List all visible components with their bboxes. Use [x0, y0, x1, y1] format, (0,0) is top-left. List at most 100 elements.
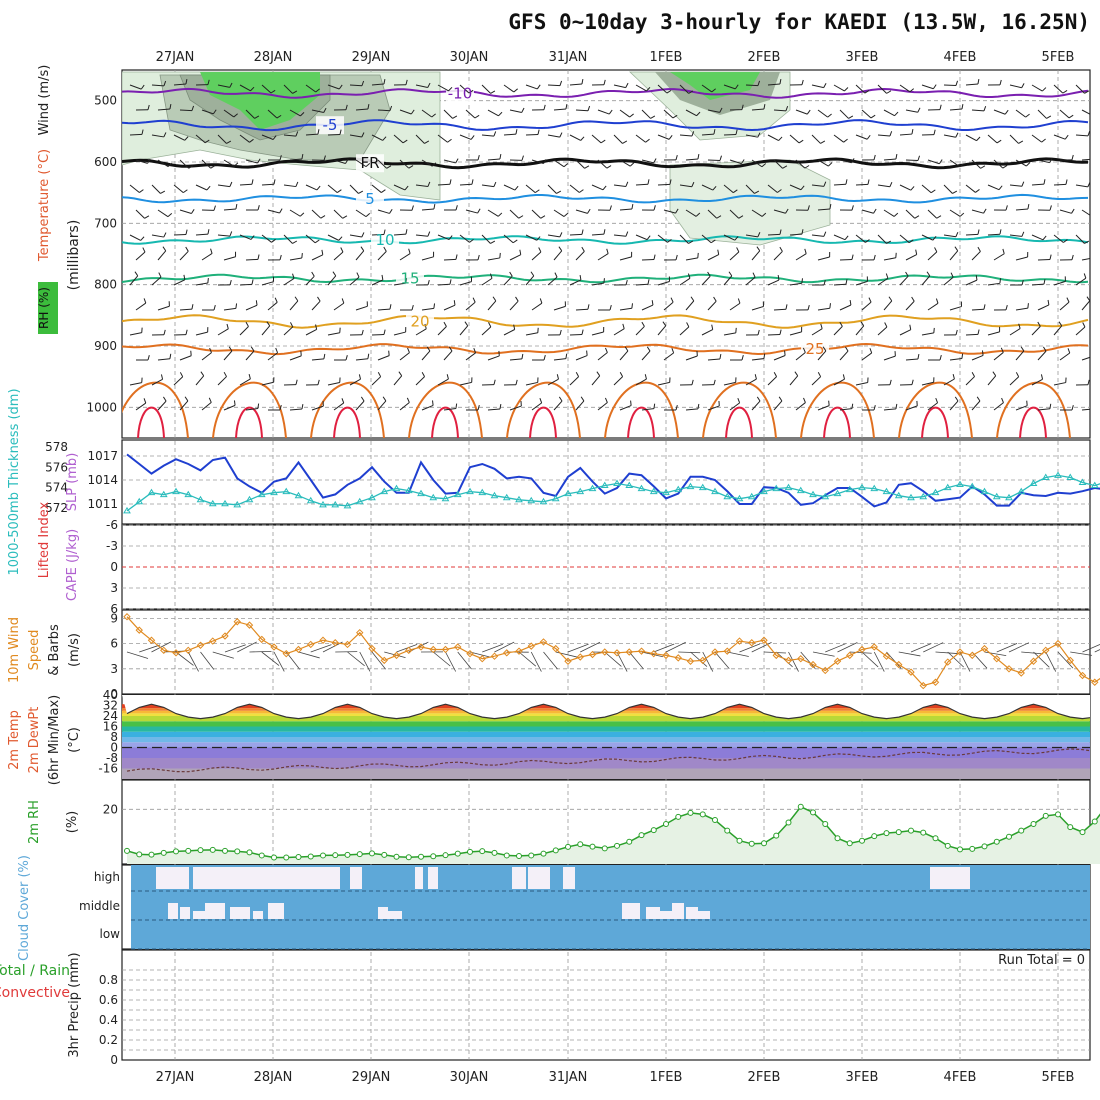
wind-barb [333, 159, 346, 164]
wind-barb [921, 332, 934, 336]
wind10m-barb [947, 651, 964, 668]
wind-barb-flag [563, 212, 569, 217]
rh-point [871, 833, 878, 840]
temp-mask [122, 695, 1090, 719]
wind-barb [481, 277, 493, 286]
wind10m-barb [237, 641, 257, 653]
isotherm-loop-hot [725, 406, 753, 438]
wind-barb [371, 184, 382, 193]
wind-barb [503, 329, 515, 336]
temp-tick-label: 32 [103, 699, 118, 713]
wind-barb [487, 355, 500, 361]
wind-barb-flag [622, 323, 625, 329]
wind-barb [723, 332, 736, 336]
wind10m-point [576, 653, 584, 661]
wind-barb [151, 184, 161, 194]
wind10m-point [294, 645, 303, 654]
wind-barb [949, 159, 961, 168]
temp-tick-label: 16 [103, 720, 118, 734]
wind-barb [195, 282, 208, 286]
wind-barb-flag [712, 185, 717, 191]
wind-barb [157, 108, 170, 111]
wind-barb [685, 158, 698, 161]
wind-barb-flag [688, 240, 694, 244]
wind-barb [943, 276, 954, 286]
wind-barb-flag [959, 163, 965, 168]
wind-barb [921, 184, 932, 194]
temp-color-band [122, 726, 1090, 732]
wind-barb [437, 378, 449, 386]
wind10m-barb [898, 651, 921, 657]
wind-barb [921, 381, 934, 386]
wind-barb [129, 275, 139, 286]
wind-barb-flag [448, 86, 453, 92]
wind-barb [993, 253, 1005, 261]
slp-axis-label: SLP (mb) [65, 453, 80, 512]
wind-barb-flag [210, 248, 213, 254]
wind-barb [245, 304, 258, 311]
wind-barb-flag [1018, 323, 1021, 329]
wind-barb [795, 109, 808, 115]
rh-point [626, 838, 633, 845]
wind-barb [855, 134, 868, 140]
wind-barb-flag [332, 271, 337, 277]
wind-barb-flag [777, 189, 782, 193]
panel-frame-precip [121, 949, 1091, 1061]
wind-barb [817, 109, 828, 118]
wind-barb [157, 305, 170, 311]
wind-barb [311, 405, 324, 411]
wind-barb [685, 257, 698, 261]
wind10m-barb [469, 651, 492, 658]
wind-barb [443, 304, 456, 311]
wind-barb [525, 381, 538, 386]
date-label-bottom: 27JAN [156, 1070, 195, 1085]
wind-barb [135, 209, 145, 219]
wind-barb-flag [1066, 297, 1070, 303]
wind-barb-flag [1002, 248, 1005, 254]
wind-barb-flag [389, 105, 393, 111]
wind-barb [833, 234, 846, 241]
wind-barb-flag [311, 271, 315, 277]
wind10m-barb [910, 643, 932, 653]
thickness-point [196, 495, 205, 503]
wind10m-point [539, 638, 548, 646]
rh-point [246, 849, 253, 856]
wind-barb-flag [1071, 254, 1074, 260]
wind-barb [943, 84, 957, 87]
thickness-point [1090, 481, 1099, 489]
wind-barb-flag [893, 212, 899, 217]
wind-barb [597, 253, 609, 261]
wind-barb [1015, 208, 1028, 211]
wind-barb [597, 159, 608, 169]
wind-barb-flag [869, 348, 873, 354]
wind-barb-flag [976, 136, 981, 141]
wind-barb [833, 183, 847, 186]
wind-barb-flag [295, 379, 298, 385]
wind-barb [745, 84, 759, 87]
thickness-point [760, 487, 768, 495]
wind-barb [1037, 159, 1050, 164]
wind-barb [487, 209, 499, 217]
thickness-point [686, 482, 695, 490]
rh-point [736, 837, 743, 844]
thickness-point [453, 490, 462, 498]
wind-barb [509, 109, 522, 113]
wind-barb [987, 282, 1000, 286]
wind-barb [745, 234, 758, 238]
wind10m-point [564, 657, 572, 665]
wind-barb-flag [191, 209, 195, 214]
wind-barb [305, 275, 315, 286]
wind10m-point [699, 656, 707, 665]
wind-barb [239, 283, 253, 286]
wind10m-point [282, 649, 290, 658]
wind-barb-flag [675, 405, 678, 411]
wind-barb [311, 358, 324, 361]
panel-frame-wind [121, 609, 1091, 695]
thickness-point [245, 495, 254, 503]
wind10m-barb [1057, 651, 1074, 669]
isotherm-loop-hot [823, 406, 851, 438]
wind-barb [679, 84, 689, 94]
wind-barb-flag [596, 371, 601, 377]
rh-point [1042, 812, 1049, 819]
wind-barb [883, 300, 893, 311]
